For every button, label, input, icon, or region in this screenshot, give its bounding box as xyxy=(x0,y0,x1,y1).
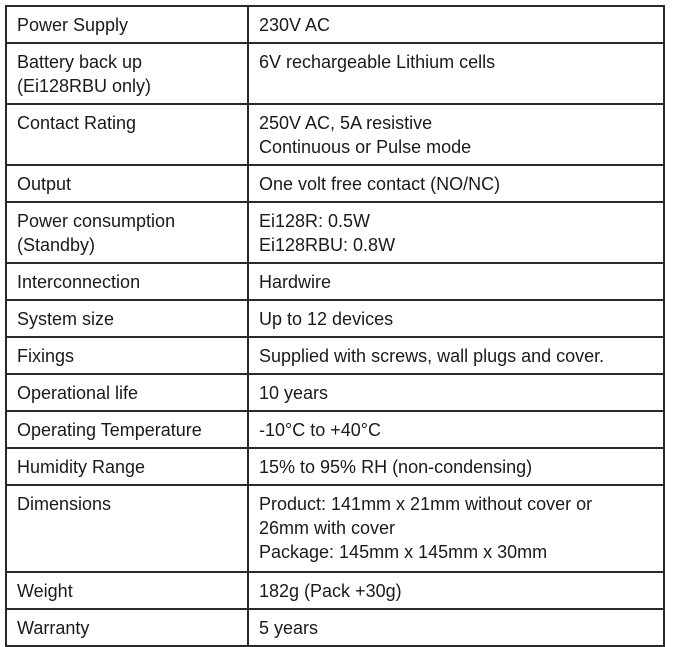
spec-value: 5 years xyxy=(259,618,319,638)
spec-value-cell: Up to 12 devices xyxy=(247,299,665,338)
spec-label-cell: Warranty xyxy=(5,608,249,647)
spec-value-cell: 250V AC, 5A resistive Continuous or Pulse… xyxy=(247,103,665,166)
spec-label-cell: Battery back up (Ei128RBU only) xyxy=(5,42,249,105)
spec-label: Weight xyxy=(17,581,73,601)
table-row: Power Supply 230V AC xyxy=(5,5,665,44)
spec-value-cell: Hardwire xyxy=(247,262,665,301)
spec-label: Power consumption xyxy=(17,211,176,231)
spec-label: Warranty xyxy=(17,618,90,638)
table-row: Battery back up (Ei128RBU only) 6V recharg… xyxy=(5,42,665,105)
spec-value: 250V AC, 5A resistive xyxy=(259,113,433,133)
spec-label-cell: Fixings xyxy=(5,336,249,375)
spec-label-cell: Contact Rating xyxy=(5,103,249,166)
spec-label-cell: Power consumption (Standby) xyxy=(5,201,249,264)
spec-value: Product: 141mm x 21mm without cover or xyxy=(259,494,593,514)
spec-value-cell: 182g (Pack +30g) xyxy=(247,571,665,610)
spec-label: Dimensions xyxy=(17,494,112,514)
table-row: Operational life 10 years xyxy=(5,373,665,412)
spec-value: Ei128RBU: 0.8W xyxy=(259,235,396,255)
spec-value: 182g (Pack +30g) xyxy=(259,581,402,601)
spec-label-cell: Humidity Range xyxy=(5,447,249,486)
spec-value: 15% to 95% RH (non-condensing) xyxy=(259,457,533,477)
spec-label: Power Supply xyxy=(17,15,129,35)
table-row: Humidity Range 15% to 95% RH (non-condens… xyxy=(5,447,665,486)
spec-value: Continuous or Pulse mode xyxy=(259,137,472,157)
spec-label-cell: Weight xyxy=(5,571,249,610)
table-row: Interconnection Hardwire xyxy=(5,262,665,301)
spec-value-cell: 230V AC xyxy=(247,5,665,44)
spec-label-cell: Power Supply xyxy=(5,5,249,44)
spec-value-cell: Ei128R: 0.5W Ei128RBU: 0.8W xyxy=(247,201,665,264)
spec-label: Contact Rating xyxy=(17,113,137,133)
spec-value-cell: 10 years xyxy=(247,373,665,412)
spec-label: Operating Temperature xyxy=(17,420,202,440)
table-row: Output One volt free contact (NO/NC) xyxy=(5,164,665,203)
spec-label: Output xyxy=(17,174,72,194)
spec-value-cell: Product: 141mm x 21mm without cover or 26… xyxy=(247,484,665,573)
spec-value: 10 years xyxy=(259,383,329,403)
spec-value: 6V rechargeable Lithium cells xyxy=(259,52,496,72)
spec-value-cell: 6V rechargeable Lithium cells xyxy=(247,42,665,105)
table-row: Weight 182g (Pack +30g) xyxy=(5,571,665,610)
spec-label-cell: Operating Temperature xyxy=(5,410,249,449)
spec-value: Up to 12 devices xyxy=(259,309,394,329)
table-row: Operating Temperature -10°C to +40°C xyxy=(5,410,665,449)
spec-label: Operational life xyxy=(17,383,139,403)
spec-label-cell: Operational life xyxy=(5,373,249,412)
spec-value: 26mm with cover xyxy=(259,518,396,538)
spec-value-cell: 15% to 95% RH (non-condensing) xyxy=(247,447,665,486)
table-row: Contact Rating 250V AC, 5A resistive Conti… xyxy=(5,103,665,166)
spec-value: Hardwire xyxy=(259,272,332,292)
spec-value: Supplied with screws, wall plugs and cov… xyxy=(259,346,605,366)
spec-label: (Ei128RBU only) xyxy=(17,76,152,96)
spec-value: 230V AC xyxy=(259,15,331,35)
spec-label: Battery back up xyxy=(17,52,143,72)
spec-label: Interconnection xyxy=(17,272,141,292)
table-row: Power consumption (Standby) Ei128R: 0.5W Ei… xyxy=(5,201,665,264)
spec-label-cell: Output xyxy=(5,164,249,203)
spec-value-cell: Supplied with screws, wall plugs and cov… xyxy=(247,336,665,375)
spec-value-cell: 5 years xyxy=(247,608,665,647)
spec-label-cell: Interconnection xyxy=(5,262,249,301)
spec-value: Package: 145mm x 145mm x 30mm xyxy=(259,542,548,562)
spec-value: One volt free contact (NO/NC) xyxy=(259,174,501,194)
table-row: System size Up to 12 devices xyxy=(5,299,665,338)
spec-value: Ei128R: 0.5W xyxy=(259,211,371,231)
spec-label: Fixings xyxy=(17,346,75,366)
spec-value-cell: -10°C to +40°C xyxy=(247,410,665,449)
spec-label: System size xyxy=(17,309,115,329)
spec-label-cell: System size xyxy=(5,299,249,338)
spec-label: (Standby) xyxy=(17,235,96,255)
table-row: Dimensions Product: 141mm x 21mm without … xyxy=(5,484,665,573)
table-row: Warranty 5 years xyxy=(5,608,665,647)
spec-value: -10°C to +40°C xyxy=(259,420,381,440)
spec-value-cell: One volt free contact (NO/NC) xyxy=(247,164,665,203)
table-row: Fixings Supplied with screws, wall plugs … xyxy=(5,336,665,375)
specifications-table: Power Supply 230V AC Battery back up (Ei128… xyxy=(5,5,665,647)
spec-label: Humidity Range xyxy=(17,457,146,477)
spec-label-cell: Dimensions xyxy=(5,484,249,573)
